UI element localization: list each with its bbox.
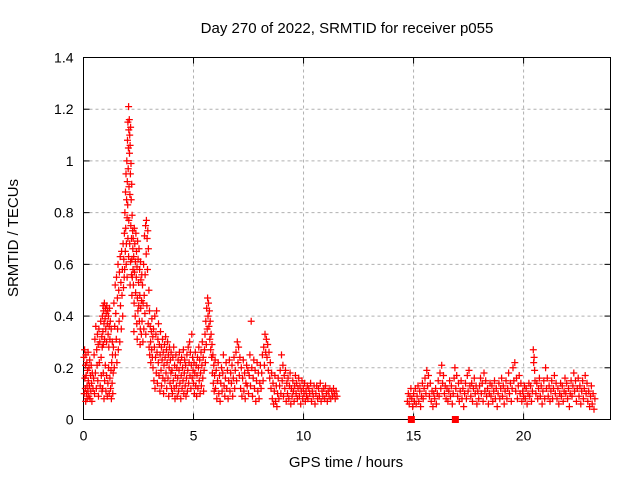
y-tick-label: 1.4 [54, 50, 74, 66]
y-tick-label: 1.2 [54, 101, 74, 117]
x-tick-label: 10 [296, 428, 312, 444]
chart-title: Day 270 of 2022, SRMTID for receiver p05… [201, 20, 494, 37]
plot-border [83, 57, 611, 420]
plot-area: 0 5 10 15 20 0 0.2 0.4 0.6 0.8 1 1.2 1.4 [54, 50, 611, 444]
y-tick-label: 0.2 [54, 360, 74, 376]
x-tick-label: 20 [516, 428, 532, 444]
y-tick-label: 0 [66, 412, 74, 428]
y-tick-label: 1 [66, 153, 74, 169]
x-axis-label: GPS time / hours [289, 454, 403, 471]
zero-data-point [451, 416, 459, 423]
x-tick-label: 5 [190, 428, 198, 444]
data-points [80, 103, 599, 413]
y-tick-label: 0.6 [54, 256, 74, 272]
x-tick-label: 15 [406, 428, 422, 444]
y-tick-label: 0.8 [54, 205, 74, 221]
y-axis-label: SRMTID / TECUs [5, 179, 22, 297]
zero-data-point [407, 416, 415, 423]
x-tick-label: 0 [80, 428, 88, 444]
y-tick-label: 0.4 [54, 308, 74, 324]
